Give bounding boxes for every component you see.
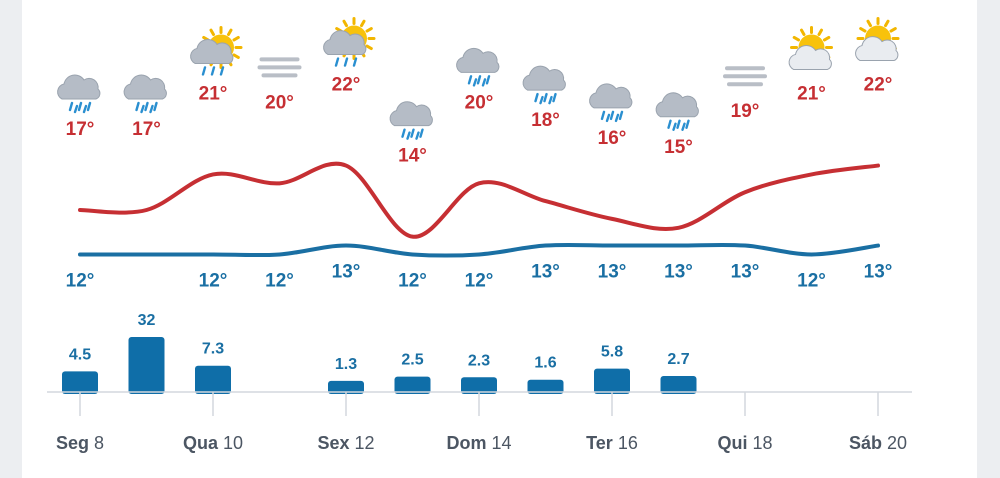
min-temp-label: 12° xyxy=(199,270,228,291)
min-temp-line xyxy=(78,242,880,258)
max-temp-label: 15° xyxy=(664,137,693,158)
min-temp-label: 12° xyxy=(398,270,427,291)
max-temp-line xyxy=(78,161,880,239)
sun-cloud-icon xyxy=(788,25,833,70)
max-temp-label: 20° xyxy=(265,92,294,113)
precip-label: 1.3 xyxy=(335,356,357,373)
day-label: Qua 10 xyxy=(183,433,243,453)
precip-bar xyxy=(394,376,431,394)
rain-cloud-icon xyxy=(589,83,633,123)
day-label: Qui 18 xyxy=(717,433,772,453)
max-temp-label: 17° xyxy=(132,119,161,140)
day-label: Dom 14 xyxy=(446,433,511,453)
day-label: Sáb 20 xyxy=(849,433,907,453)
forecast-card: 17° 17° 21° 20° 22° 14° 20° 18° 16° 15° 19° 21° 22° 1… xyxy=(22,0,977,478)
precip-bar xyxy=(195,365,231,394)
max-temp-label: 17° xyxy=(66,119,95,140)
sun-rain-cloud-icon xyxy=(323,17,376,67)
max-temp-label: 18° xyxy=(531,110,560,131)
max-temp-label: 21° xyxy=(199,83,228,104)
precip-bar xyxy=(594,368,630,394)
forecast-chart: 17° 17° 21° 20° 22° 14° 20° 18° 16° 15° 19° 21° 22° 1… xyxy=(47,17,912,453)
precip-bar xyxy=(527,379,564,394)
day-label: Sex 12 xyxy=(317,433,374,453)
precip-label: 4.5 xyxy=(69,346,91,363)
max-temp-label: 22° xyxy=(864,75,893,96)
min-temp-label: 12° xyxy=(465,270,494,291)
precip-label: 2.5 xyxy=(401,352,423,369)
sun-rain-cloud-icon xyxy=(190,25,243,76)
max-temp-label: 16° xyxy=(598,128,627,149)
precip-bar xyxy=(660,376,697,394)
rain-cloud-icon xyxy=(655,92,699,131)
max-temp-label: 20° xyxy=(465,92,494,113)
max-temp-label: 22° xyxy=(332,75,361,96)
max-temp-label: 19° xyxy=(731,101,760,122)
rain-cloud-icon xyxy=(57,74,101,114)
precip-bar xyxy=(62,371,98,394)
precip-label: 5.8 xyxy=(601,344,623,361)
precip-bar xyxy=(461,377,497,394)
precip-label: 2.7 xyxy=(667,351,689,368)
min-temp-label: 13° xyxy=(598,262,627,283)
max-temp-label: 21° xyxy=(797,83,826,104)
day-label: Seg 8 xyxy=(56,433,104,453)
min-temp-label: 13° xyxy=(531,262,560,283)
min-temp-label: 12° xyxy=(265,270,294,291)
precip-label: 7.3 xyxy=(202,341,224,358)
min-temp-label: 13° xyxy=(664,262,693,283)
max-temp-label: 14° xyxy=(398,146,427,167)
sun-cloud-icon xyxy=(855,17,900,62)
precip-label: 32 xyxy=(138,312,156,329)
min-temp-label: 13° xyxy=(864,262,893,283)
precip-bar xyxy=(128,337,165,394)
min-temp-label: 12° xyxy=(797,270,826,291)
fog-icon xyxy=(723,66,767,87)
min-temp-label: 13° xyxy=(332,262,361,283)
min-temp-label: 12° xyxy=(66,270,95,291)
rain-cloud-icon xyxy=(389,101,433,140)
rain-cloud-icon xyxy=(123,74,167,114)
rain-cloud-icon xyxy=(456,47,500,87)
fog-icon xyxy=(257,57,302,78)
precip-label: 1.6 xyxy=(534,355,556,372)
rain-cloud-icon xyxy=(522,65,566,105)
day-label: Ter 16 xyxy=(586,433,638,453)
min-temp-label: 13° xyxy=(731,262,760,283)
precip-label: 2.3 xyxy=(468,352,490,369)
precip-bar xyxy=(328,380,364,394)
